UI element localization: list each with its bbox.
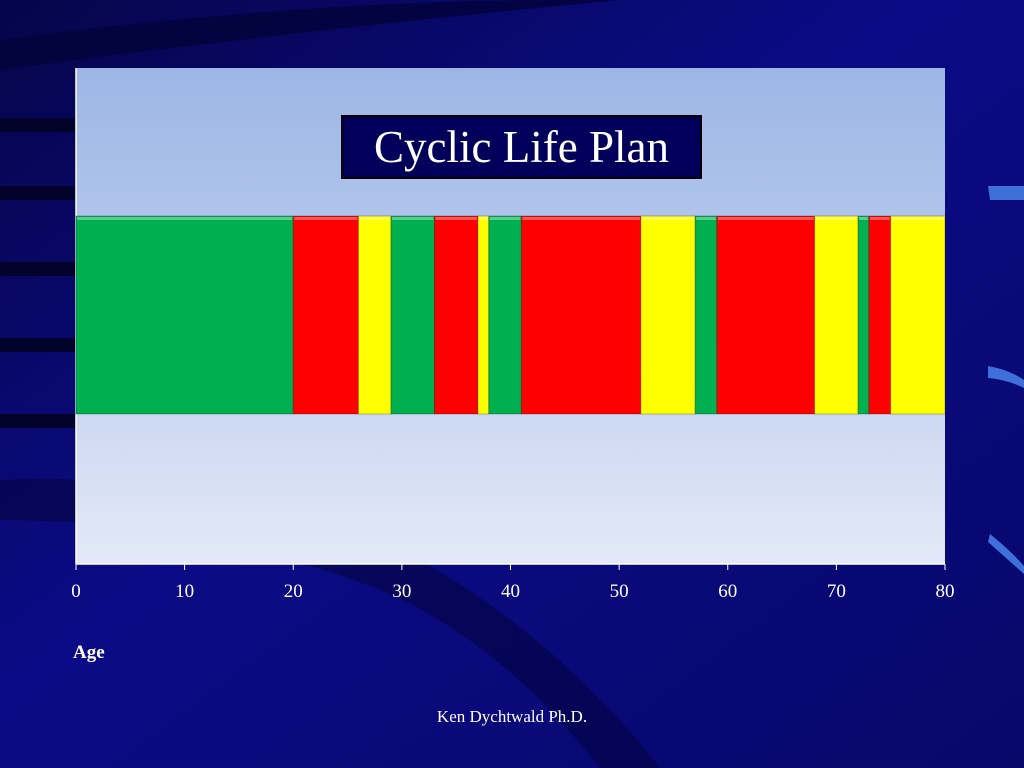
x-tick-label: 80 [936, 581, 955, 602]
x-tick-label: 60 [718, 581, 737, 602]
x-tick-label: 40 [501, 581, 520, 602]
x-tick-label: 20 [284, 581, 303, 602]
bar-segment-highlight [815, 217, 858, 220]
bar-segment-green [75, 215, 294, 415]
bar-segment-highlight [478, 217, 488, 220]
bar-segment-yellow [640, 215, 696, 415]
bar-segment-yellow [477, 215, 490, 415]
bar-segment-highlight [522, 217, 640, 220]
bar-segment-highlight [696, 217, 716, 220]
bar-segment-highlight [641, 217, 695, 220]
bar-segment-highlight [77, 217, 293, 220]
bar-segment-highlight [294, 217, 358, 220]
bar-segment-green [488, 215, 522, 415]
bar-segment-highlight [435, 217, 477, 220]
x-tick-label: 0 [71, 581, 81, 602]
bar-segment-green [390, 215, 435, 415]
bar-segment-yellow [890, 215, 946, 415]
bar-segment-green [857, 215, 870, 415]
bar-segment-highlight [717, 217, 814, 220]
bar-segment-red [433, 215, 479, 415]
bar-segments [75, 215, 946, 415]
bar-segment-red [292, 215, 359, 415]
x-tick-label: 70 [827, 581, 846, 602]
x-tick-label: 50 [610, 581, 629, 602]
bar-segment-highlight [869, 217, 890, 220]
bar-segment-red [868, 215, 892, 415]
bar-segment-highlight [891, 217, 944, 220]
bar-segment-red [716, 215, 816, 415]
footer-credit: Ken Dychtwald Ph.D. [436, 707, 588, 726]
x-tick-label: 30 [392, 581, 411, 602]
x-axis-ticks: 0 10 20 30 40 50 60 70 80 [71, 564, 955, 602]
bar-segment-highlight [359, 217, 391, 220]
bar-segment-yellow [357, 215, 392, 415]
bar-segment-highlight [392, 217, 434, 220]
x-axis-label: Age [73, 642, 105, 663]
bar-segment-red [520, 215, 642, 415]
x-tick-label: 10 [175, 581, 194, 602]
right-accent-bars [988, 186, 1024, 574]
bar-segment-highlight [489, 217, 521, 220]
bar-segment-green [694, 215, 718, 415]
bar-segment-highlight [859, 217, 868, 220]
chart-title: Cyclic Life Plan [341, 115, 702, 179]
bar-segment-yellow [814, 215, 859, 415]
